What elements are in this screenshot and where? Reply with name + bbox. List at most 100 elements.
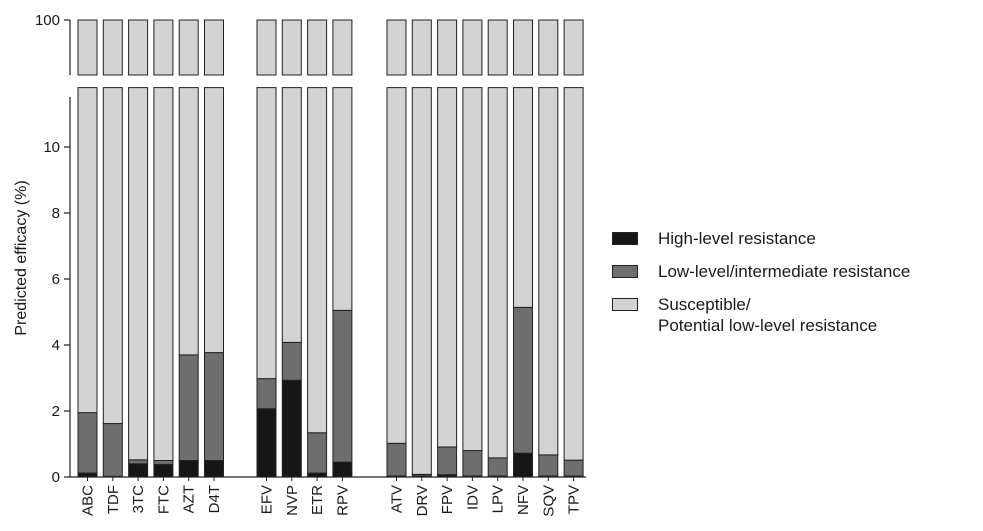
- legend-label-susceptible-line1: Susceptible/: [658, 295, 751, 314]
- bar-FPV-series-2-upper: [437, 19, 458, 76]
- bar-NVP-series-1-lower: [281, 341, 302, 381]
- bar-RPV-series-2-lower: [332, 87, 353, 311]
- legend-swatch-high-level: [612, 232, 638, 245]
- x-tick-label-D4T: D4T: [206, 485, 223, 513]
- bar-ABC-series-2-upper: [77, 19, 98, 76]
- x-tick-label-NVP: NVP: [284, 485, 301, 516]
- x-tick-label-LPV: LPV: [490, 485, 507, 513]
- x-tick-label-ETR: ETR: [309, 485, 326, 515]
- bar-ATV-series-1-lower: [386, 442, 407, 477]
- bar-TDF-series-2-lower: [102, 87, 123, 425]
- bar-SQV-series-2-upper: [538, 19, 559, 76]
- bar-FPV-series-2-lower: [437, 87, 458, 448]
- x-tick-label-NFV: NFV: [515, 485, 532, 515]
- legend-item-low-level: Low-level/intermediate resistance: [612, 261, 910, 282]
- legend-item-high-level: High-level resistance: [612, 228, 910, 249]
- bar-TPV-series-1-lower: [563, 459, 584, 477]
- bar-LPV-series-1-lower: [487, 457, 508, 477]
- bar-IDV-series-2-upper: [462, 19, 483, 76]
- bar-RPV-series-1-lower: [332, 309, 353, 463]
- y-tick-label-0: 0: [52, 469, 60, 486]
- bar-NFV-series-2-upper: [513, 19, 533, 76]
- bar-FTC-series-2-lower: [153, 87, 174, 461]
- x-tick-label-FTC: FTC: [155, 485, 172, 514]
- bar-FTC-series-2-upper: [153, 19, 174, 76]
- bar-D4T-series-2-upper: [204, 19, 224, 76]
- y-tick-label-10: 10: [43, 139, 60, 156]
- bar-D4T-series-0-lower: [204, 460, 224, 478]
- bar-ABC-series-2-lower: [77, 87, 98, 414]
- bar-AZT-series-0-lower: [178, 460, 199, 478]
- bar-TPV-series-2-upper: [563, 19, 584, 76]
- bar-3TC-series-1-lower: [128, 459, 149, 465]
- bar-ATV-series-2-lower: [386, 87, 407, 444]
- x-tick-label-IDV: IDV: [464, 485, 481, 510]
- bar-D4T-series-2-lower: [204, 87, 224, 354]
- bar-SQV-series-1-lower: [538, 454, 559, 477]
- bars-layer: [77, 19, 584, 478]
- bar-ETR-series-1-lower: [307, 432, 328, 474]
- legend-label-susceptible-line2: Potential low-level resistance: [658, 316, 878, 335]
- bar-IDV-series-1-lower: [462, 450, 483, 477]
- y-tick-label-8: 8: [52, 205, 60, 222]
- legend: High-level resistance Low-level/intermed…: [612, 228, 910, 348]
- bar-RPV-series-0-lower: [332, 461, 353, 478]
- bar-SQV-series-2-lower: [538, 87, 559, 456]
- legend-label-high-level: High-level resistance: [658, 229, 816, 248]
- y-axis-label: Predicted efficacy (%): [13, 180, 30, 335]
- bar-NVP-series-2-upper: [281, 19, 302, 76]
- x-tick-label-RPV: RPV: [334, 485, 351, 516]
- x-tick-label-ABC: ABC: [80, 485, 97, 516]
- bar-EFV-series-2-lower: [256, 87, 277, 380]
- y-tick-label-4: 4: [52, 337, 60, 354]
- x-tick-label-3TC: 3TC: [130, 485, 147, 514]
- bar-EFV-series-2-upper: [256, 19, 277, 76]
- bar-IDV-series-2-lower: [462, 87, 483, 452]
- bar-NFV-series-2-lower: [513, 87, 533, 308]
- bar-EFV-series-1-lower: [256, 378, 277, 410]
- bar-NVP-series-0-lower: [281, 379, 302, 478]
- bar-AZT-series-2-upper: [178, 19, 199, 76]
- axes-layer: ABC TDF 3TC FTC AZT D4T EFV NVP ETR RPV ATV DRV FPV I…: [35, 12, 587, 517]
- bar-LPV-series-2-upper: [487, 19, 508, 76]
- bar-AZT-series-2-lower: [178, 87, 199, 356]
- bar-NFV-series-0-lower: [513, 452, 533, 478]
- y-tick-label-6: 6: [52, 271, 60, 288]
- bar-DRV-series-2-lower: [411, 87, 432, 475]
- bar-NVP-series-2-lower: [281, 87, 302, 343]
- bar-RPV-series-2-upper: [332, 19, 353, 76]
- legend-item-susceptible: Susceptible/ Potential low-level resista…: [612, 294, 910, 336]
- bar-3TC-series-2-lower: [128, 87, 149, 461]
- x-tick-label-DRV: DRV: [414, 485, 431, 516]
- x-tick-label-TPV: TPV: [566, 485, 583, 514]
- legend-label-low-level: Low-level/intermediate resistance: [658, 262, 911, 281]
- bar-TDF-series-1-lower: [102, 423, 123, 477]
- x-tick-label-TDF: TDF: [105, 485, 122, 514]
- x-tick-label-AZT: AZT: [181, 485, 198, 513]
- x-tick-label-EFV: EFV: [259, 485, 276, 514]
- legend-swatch-low-level: [612, 265, 638, 278]
- bar-DRV-series-2-upper: [411, 19, 432, 76]
- bar-LPV-series-2-lower: [487, 87, 508, 459]
- bar-ABC-series-1-lower: [77, 412, 98, 474]
- bar-D4T-series-1-lower: [204, 352, 224, 461]
- bar-ATV-series-2-upper: [386, 19, 407, 76]
- bar-AZT-series-1-lower: [178, 354, 199, 461]
- bar-FPV-series-1-lower: [437, 446, 458, 476]
- y-tick-label-2: 2: [52, 403, 60, 420]
- bar-EFV-series-0-lower: [256, 408, 277, 478]
- bar-ETR-series-2-upper: [307, 19, 328, 76]
- x-tick-label-FPV: FPV: [439, 485, 456, 514]
- bar-FTC-series-1-lower: [153, 460, 174, 465]
- bar-ETR-series-2-lower: [307, 87, 328, 434]
- x-tick-label-ATV: ATV: [389, 485, 406, 513]
- bar-TDF-series-2-upper: [102, 19, 123, 76]
- legend-swatch-susceptible: [612, 298, 638, 311]
- x-tick-label-SQV: SQV: [540, 485, 557, 517]
- bar-FTC-series-0-lower: [153, 463, 174, 478]
- bar-3TC-series-0-lower: [128, 463, 149, 478]
- y-tick-label-100: 100: [35, 12, 60, 29]
- bar-TPV-series-2-lower: [563, 87, 584, 461]
- bar-NFV-series-1-lower: [513, 306, 533, 454]
